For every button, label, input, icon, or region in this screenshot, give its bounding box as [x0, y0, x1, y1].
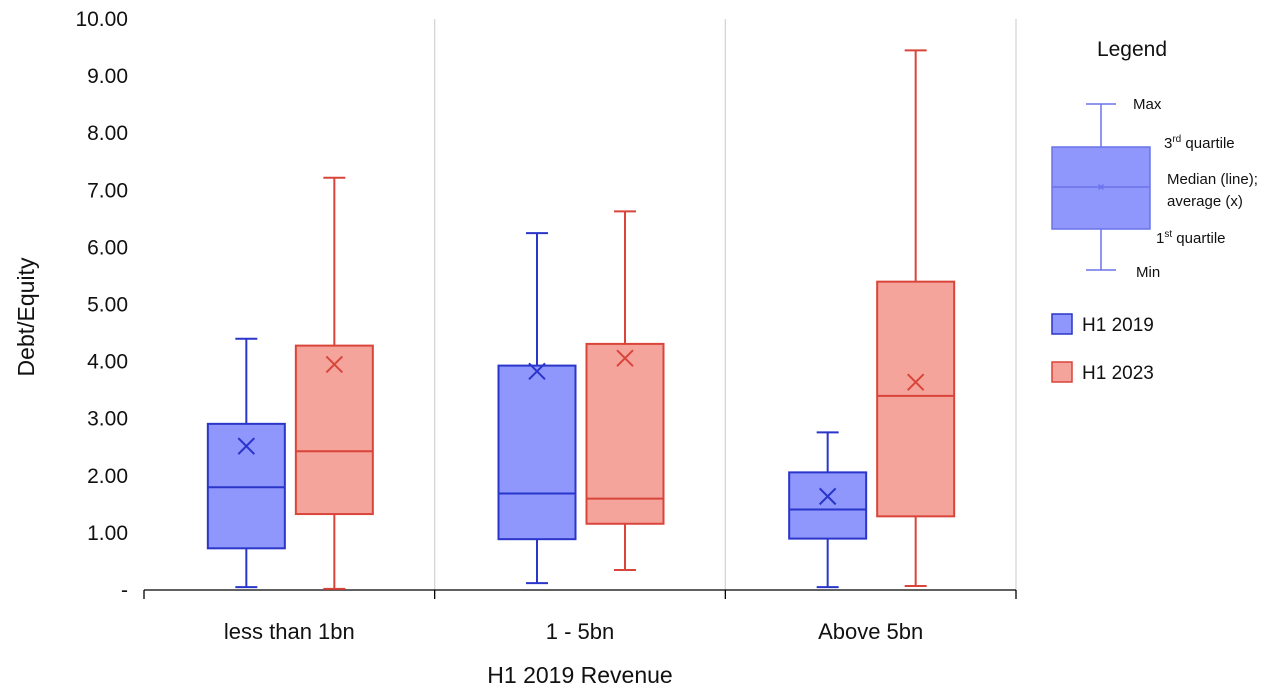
y-tick-label: 8.00	[87, 122, 128, 145]
legend-label-q1: 1st quartile	[1156, 229, 1226, 247]
axes	[143, 589, 1017, 599]
mean-marker	[616, 349, 634, 367]
iqr-box	[876, 280, 956, 518]
y-tick-label: 5.00	[87, 294, 128, 317]
mean-marker	[325, 355, 344, 374]
x-tick-labels: less than 1bn 1 - 5bn Above 5bn	[224, 619, 923, 644]
legend-label-h1-2023: H1 2023	[1082, 363, 1154, 384]
y-tick-label: 10.00	[75, 8, 128, 31]
x-tick-label: Above 5bn	[818, 619, 923, 644]
legend-title: Legend	[1097, 38, 1167, 61]
y-tick-label: 9.00	[87, 65, 128, 88]
box-h1-2019-1	[206, 337, 286, 589]
y-tick-label: 1.00	[87, 522, 128, 545]
iqr-box	[585, 342, 665, 525]
iqr-box	[497, 364, 577, 541]
y-tick-label: 6.00	[87, 236, 128, 259]
mean-marker-stroke	[237, 437, 256, 455]
box-h1-2023-1	[294, 176, 374, 590]
category-gridlines	[434, 19, 1017, 590]
x-tick-label: 1 - 5bn	[546, 619, 615, 644]
box-h1-2023-3	[876, 49, 956, 588]
y-tick-labels: - 1.00 2.00 3.00 4.00 5.00 6.00 7.00 8.00 9.00 10.…	[75, 8, 128, 602]
mean-marker	[906, 373, 925, 391]
mean-marker	[237, 437, 256, 455]
legend-key-mean-marker	[1097, 183, 1105, 191]
mean-marker	[528, 362, 546, 381]
mean-marker-stroke	[906, 373, 925, 391]
y-axis-title: Debt/Equity	[13, 257, 39, 376]
mean-marker	[818, 487, 837, 506]
box-h1-2023-2	[585, 210, 665, 572]
mean-marker-stroke	[616, 349, 634, 367]
y-tick-label: -	[121, 579, 128, 602]
x-axis-title: H1 2019 Revenue	[487, 662, 672, 688]
box-plots	[206, 49, 956, 590]
legend-swatch-h1-2019	[1051, 313, 1073, 335]
x-tick-label: less than 1bn	[224, 619, 355, 644]
iqr-box	[206, 422, 286, 550]
legend-swatch-h1-2023	[1051, 361, 1073, 383]
mean-marker-stroke	[528, 362, 546, 381]
legend-key-box	[1051, 103, 1151, 271]
legend-label-median-line1: Median (line);	[1167, 171, 1258, 188]
legend-label-h1-2019: H1 2019	[1082, 315, 1154, 336]
legend: Legend Max 3rd quartile Median (line); a…	[1051, 38, 1258, 384]
iqr-box	[294, 344, 374, 516]
y-tick-label: 2.00	[87, 465, 128, 488]
box-h1-2019-3	[788, 431, 868, 589]
iqr-box	[788, 471, 868, 540]
y-tick-label: 7.00	[87, 179, 128, 202]
mean-marker-stroke	[818, 487, 837, 506]
box-h1-2019-2	[497, 232, 577, 585]
legend-label-max: Max	[1133, 96, 1162, 113]
y-tick-label: 4.00	[87, 351, 128, 374]
mean-marker-stroke	[325, 355, 344, 374]
legend-label-min: Min	[1136, 264, 1160, 281]
legend-label-q3: 3rd quartile	[1164, 134, 1235, 152]
y-tick-label: 3.00	[87, 408, 128, 431]
legend-label-median-line2: average (x)	[1167, 193, 1243, 210]
